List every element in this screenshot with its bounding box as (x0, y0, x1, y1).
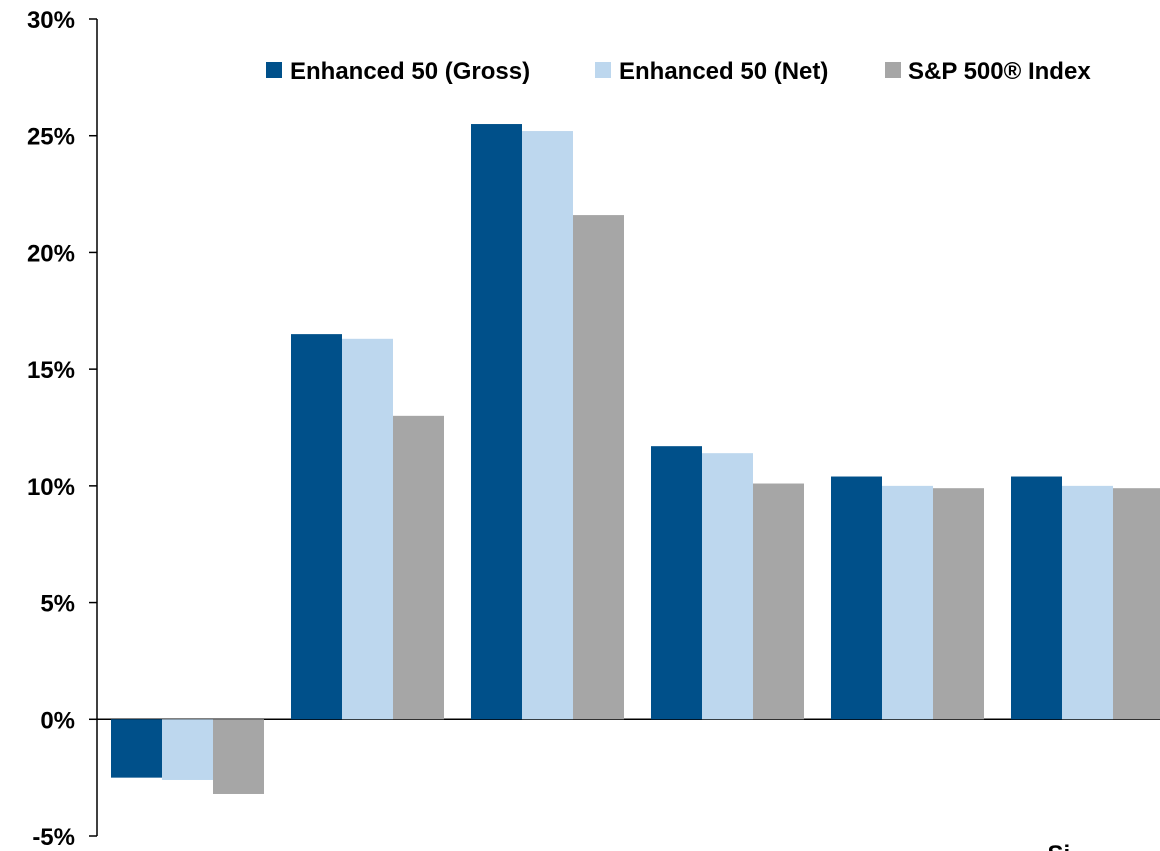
bar-3-1 (213, 719, 264, 794)
y-tick-label: 5% (40, 591, 75, 618)
y-tick-label: -5% (32, 824, 75, 851)
legend-label: Enhanced 50 (Net) (619, 58, 828, 85)
legend-swatch (266, 62, 282, 78)
legend: Enhanced 50 (Gross) Enhanced 50 (Net) S&P … (266, 58, 1091, 85)
y-axis: 30% 25% 20% 15% 10% 5% 0% -5% (27, 7, 1160, 851)
bar-1-1 (111, 719, 162, 778)
y-tick-label: 30% (27, 7, 75, 34)
legend-swatch (885, 62, 901, 78)
y-tick-label: 25% (27, 124, 75, 151)
y-tick-label: 20% (27, 240, 75, 267)
bar-3-3 (573, 215, 624, 720)
bar-1-5 (831, 476, 882, 720)
y-tick-label: 10% (27, 474, 75, 501)
legend-swatch (595, 62, 611, 78)
y-tick-label: 0% (40, 707, 75, 734)
category-label: Si (1048, 841, 1071, 851)
bars (111, 124, 1160, 794)
bar-2-5 (882, 485, 933, 720)
bar-3-4 (753, 483, 804, 720)
bar-2-3 (522, 131, 573, 720)
bar-2-6 (1062, 485, 1113, 720)
bar-2-4 (702, 453, 753, 720)
category-labels: Si (1048, 841, 1071, 851)
bar-1-3 (471, 124, 522, 720)
bar-3-2 (393, 415, 444, 720)
bar-2-1 (162, 719, 213, 780)
bar-1-6 (1011, 476, 1062, 720)
bar-2-2 (342, 338, 393, 720)
legend-label: Enhanced 50 (Gross) (290, 58, 530, 85)
legend-label: S&P 500® Index (908, 58, 1091, 85)
y-tick-label: 15% (27, 357, 75, 384)
bar-3-6 (1113, 488, 1160, 720)
bar-3-5 (933, 488, 984, 720)
bar-1-2 (291, 334, 342, 720)
bar-1-4 (651, 446, 702, 720)
